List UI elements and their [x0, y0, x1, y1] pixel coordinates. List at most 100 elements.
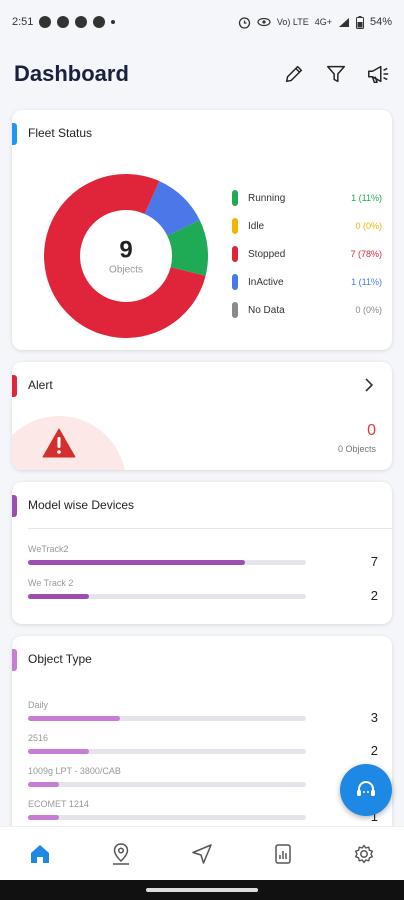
- list-item-count: 7: [370, 554, 378, 569]
- megaphone-icon: [368, 65, 389, 84]
- filter-icon: [327, 65, 345, 83]
- total-objects-label: Objects: [109, 264, 143, 276]
- alert-objects-label: 0 Objects: [337, 444, 376, 454]
- donut-slice-inactive[interactable]: [144, 181, 200, 236]
- gesture-handle[interactable]: [146, 888, 258, 892]
- map-pin-icon: [113, 842, 130, 865]
- navigation-icon: [192, 843, 212, 864]
- list-item-label: ECOMET 1214: [28, 799, 89, 809]
- alarm-icon: [238, 16, 250, 29]
- donut-svg: [44, 174, 208, 338]
- list-item-label: 1009g LPT - 3800/CAB: [28, 766, 121, 776]
- pencil-icon: [285, 65, 303, 83]
- fleet-legend: Running 1 (11%) Idle 0 (0%) Stopped 7 (78%) In…: [232, 184, 382, 324]
- fleet-accent: [12, 123, 17, 145]
- legend-value: 1 (11%): [351, 277, 382, 287]
- list-item[interactable]: Daily 3: [28, 700, 378, 734]
- nav-reports[interactable]: [263, 834, 303, 874]
- list-item[interactable]: ECOMET 1214 1: [28, 799, 378, 833]
- fleet-status-title: Fleet Status: [28, 126, 93, 140]
- chat-icon: [39, 16, 52, 28]
- report-icon: [275, 843, 291, 864]
- legend-swatch: [232, 218, 238, 234]
- progress-track: [28, 782, 306, 787]
- support-icon: [357, 781, 375, 796]
- chevron-right-icon: [365, 378, 374, 392]
- progress-track: [28, 560, 306, 565]
- legend-item-no-data[interactable]: No Data 0 (0%): [232, 296, 382, 324]
- alert-accent: [12, 375, 17, 397]
- model-divider: [28, 528, 392, 529]
- model-accent: [12, 495, 17, 517]
- legend-label: Idle: [248, 220, 265, 232]
- legend-label: Running: [248, 192, 286, 204]
- list-item-label: We Track 2: [28, 578, 74, 588]
- progress-fill: [28, 594, 90, 599]
- nav-settings[interactable]: [344, 834, 384, 874]
- fleet-donut-chart[interactable]: 9 Objects: [36, 166, 216, 346]
- legend-label: No Data: [248, 304, 285, 316]
- battery-icon: [355, 15, 364, 29]
- legend-item-idle[interactable]: Idle 0 (0%): [232, 212, 382, 240]
- warning-icon: [42, 428, 76, 458]
- nav-track[interactable]: [182, 834, 222, 874]
- status-bar: 2:51 Vo) LTE 4G+ 54%: [0, 0, 404, 44]
- status-left: 2:51: [12, 16, 116, 28]
- nav-map[interactable]: [101, 834, 141, 874]
- list-item-count: 2: [370, 588, 378, 603]
- object-type-accent: [12, 649, 17, 671]
- home-icon: [31, 844, 50, 863]
- legend-swatch: [232, 190, 238, 206]
- list-item-label: 2516: [28, 733, 49, 743]
- announcements-button[interactable]: [366, 62, 390, 86]
- legend-item-inactive[interactable]: InActive 1 (11%): [232, 268, 382, 296]
- list-item[interactable]: WeTrack2 7: [28, 544, 378, 578]
- progress-fill: [28, 749, 90, 754]
- support-button[interactable]: [340, 764, 392, 816]
- total-objects-count: 9: [119, 236, 133, 264]
- status-time: 2:51: [12, 16, 34, 28]
- gesture-area: [0, 880, 404, 900]
- legend-value: 0 (0%): [355, 305, 382, 315]
- list-item-count: 2: [370, 743, 378, 758]
- alert-card[interactable]: Alert 0 0 Objects: [12, 362, 392, 470]
- progress-fill: [28, 782, 59, 787]
- donut-center: 9 Objects: [109, 237, 143, 276]
- alert-title: Alert: [28, 378, 53, 392]
- model-wise-devices-card[interactable]: Model wise Devices WeTrack2 7 We Track 2 2: [12, 482, 392, 624]
- settings-icon: [354, 844, 373, 863]
- legend-item-stopped[interactable]: Stopped 7 (78%): [232, 240, 382, 268]
- object-type-header: Object Type: [12, 636, 392, 682]
- list-item[interactable]: We Track 2 2: [28, 578, 378, 612]
- more-dot-icon: [111, 20, 116, 24]
- list-item[interactable]: 1009g LPT - 3800/CAB1: [28, 766, 378, 800]
- message-icon: [93, 16, 106, 28]
- legend-swatch: [232, 246, 238, 262]
- list-item-count: 1: [370, 809, 378, 824]
- edit-button[interactable]: [282, 62, 306, 86]
- model-title: Model wise Devices: [28, 498, 135, 512]
- model-header: Model wise Devices: [12, 482, 392, 528]
- nav-home[interactable]: [20, 834, 60, 874]
- legend-item-running[interactable]: Running 1 (11%): [232, 184, 382, 212]
- fleet-status-card[interactable]: Fleet Status 9 Objects Running 1 (11%) Idl…: [12, 110, 392, 350]
- filter-button[interactable]: [324, 62, 348, 86]
- donut-slice-running[interactable]: [167, 220, 208, 276]
- progress-track: [28, 594, 306, 599]
- battery-level: 54%: [369, 16, 392, 28]
- list-item[interactable]: 2516 2: [28, 733, 378, 767]
- alert-header: Alert: [12, 362, 392, 408]
- header-actions: [282, 62, 390, 86]
- progress-fill: [28, 815, 59, 820]
- eye-icon: [257, 17, 271, 27]
- donut-slice-stopped[interactable]: [44, 174, 206, 338]
- list-item-count: 3: [370, 710, 378, 725]
- progress-track: [28, 749, 306, 754]
- list-item-label: Daily: [28, 700, 49, 710]
- volte-label: Vo) LTE: [276, 17, 309, 27]
- page-title: Dashboard: [14, 61, 129, 86]
- progress-track: [28, 716, 306, 721]
- legend-value: 1 (11%): [351, 193, 382, 203]
- alert-open-button[interactable]: [360, 376, 378, 394]
- object-type-card[interactable]: Object Type Daily 3 2516 2 1009g LPT - 3800/…: [12, 636, 392, 846]
